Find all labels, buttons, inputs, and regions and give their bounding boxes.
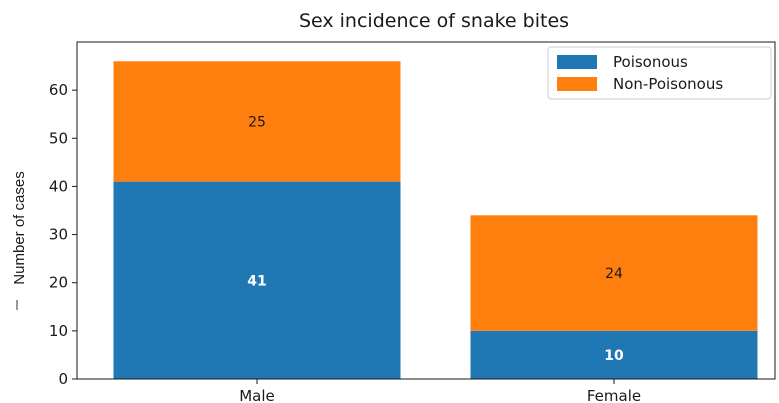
legend-swatch-poisonous — [557, 55, 597, 69]
axes: 0 10 20 30 40 50 60 Male Female — [49, 41, 776, 403]
y-axis-label-group: Number of cases — [11, 171, 28, 310]
chart-title: Sex incidence of snake bites — [299, 10, 569, 32]
legend-label-poisonous: Poisonous — [613, 53, 688, 71]
data-label-female-non-poisonous: 24 — [605, 266, 623, 282]
data-label-male-poisonous: 41 — [247, 273, 266, 289]
y-tick-label: 50 — [49, 129, 68, 147]
plot-area: 41 25 10 24 — [113, 61, 758, 379]
bar-male-poisonous — [113, 181, 401, 379]
y-tick-label: 40 — [49, 177, 68, 195]
data-label-female-poisonous: 10 — [604, 348, 624, 364]
legend-swatch-non-poisonous — [557, 77, 597, 91]
data-label-male-non-poisonous: 25 — [248, 114, 266, 130]
axes-frame — [76, 41, 776, 380]
y-tick-label: 20 — [49, 274, 68, 292]
y-tick-label: 0 — [58, 370, 68, 388]
legend-box — [547, 46, 772, 100]
y-tick-label: 30 — [49, 226, 68, 244]
bar-male-non-poisonous — [113, 61, 401, 182]
y-tick-label: 10 — [49, 322, 68, 340]
legend: Poisonous Non-Poisonous — [547, 46, 772, 100]
bar-female-poisonous — [470, 330, 758, 379]
x-tick-label-female: Female — [587, 387, 641, 403]
bar-female-non-poisonous — [470, 215, 758, 331]
legend-label-non-poisonous: Non-Poisonous — [613, 75, 723, 93]
y-tick-label: 60 — [49, 81, 68, 99]
x-tick-label-male: Male — [239, 387, 275, 403]
y-axis-label: Number of cases — [11, 171, 28, 284]
